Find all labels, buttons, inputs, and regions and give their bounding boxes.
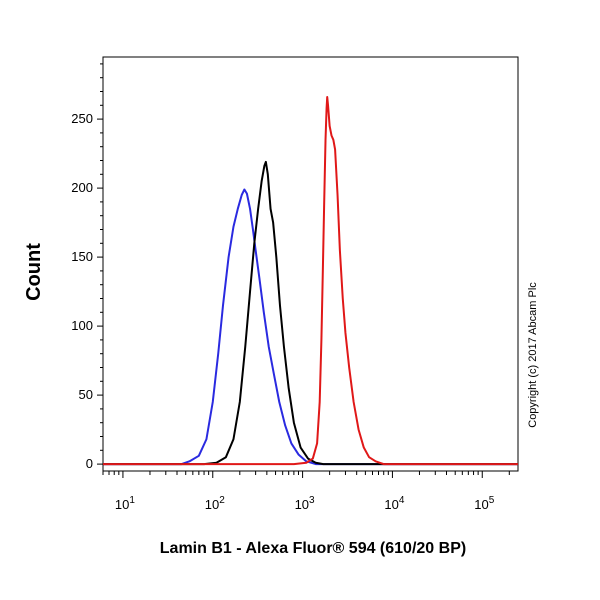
plot-frame [102, 56, 519, 472]
series-line-2 [103, 160, 518, 466]
x-tick-label: 101 [115, 495, 135, 512]
x-tick-label: 105 [474, 495, 494, 512]
y-tick-label: 150 [71, 249, 93, 264]
x-axis-title: Lamin B1 - Alexa Fluor® 594 (610/20 BP) [160, 540, 466, 557]
y-tick-label: 250 [71, 111, 93, 126]
y-tick-label: 0 [86, 456, 93, 471]
x-tick-label: 104 [384, 495, 404, 512]
y-tick-label: 50 [79, 387, 93, 402]
y-axis: 0 50 100 150 200 250 [71, 63, 103, 471]
y-tick-label: 200 [71, 180, 93, 195]
series-line-1 [103, 188, 518, 466]
y-tick-label: 100 [71, 318, 93, 333]
x-tick-label: 102 [205, 495, 225, 512]
x-tick-label: 103 [295, 495, 315, 512]
x-axis: 101 102 103 104 105 [102, 471, 510, 512]
series-line-3 [103, 96, 518, 466]
y-axis-title: Count [23, 243, 45, 301]
series-layer [103, 96, 518, 466]
copyright-text: Copyright (c) 2017 Abcam Plc [527, 282, 539, 428]
